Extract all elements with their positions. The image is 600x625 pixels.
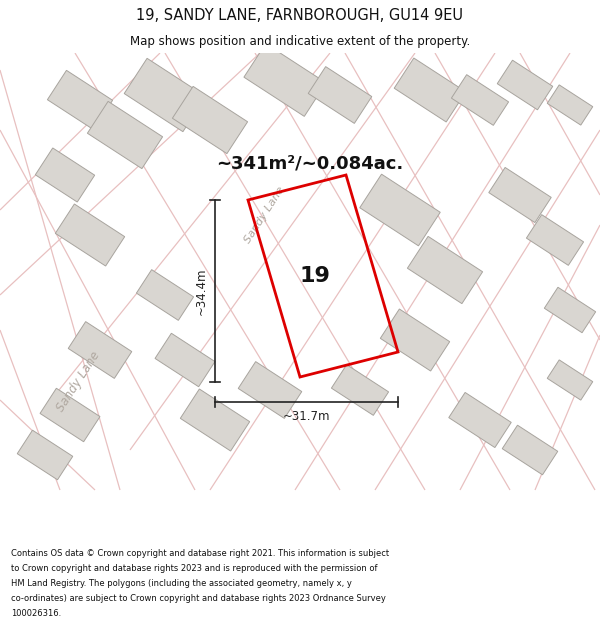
Polygon shape	[136, 269, 194, 321]
Text: Sandy Lane: Sandy Lane	[54, 349, 102, 414]
Polygon shape	[40, 388, 100, 442]
Polygon shape	[181, 389, 250, 451]
Text: Map shows position and indicative extent of the property.: Map shows position and indicative extent…	[130, 35, 470, 48]
Polygon shape	[308, 67, 372, 123]
Polygon shape	[35, 148, 95, 202]
Polygon shape	[544, 288, 596, 332]
Polygon shape	[394, 58, 466, 122]
Polygon shape	[47, 71, 113, 129]
Polygon shape	[155, 333, 215, 387]
Text: to Crown copyright and database rights 2023 and is reproduced with the permissio: to Crown copyright and database rights 2…	[11, 564, 377, 573]
Text: HM Land Registry. The polygons (including the associated geometry, namely x, y: HM Land Registry. The polygons (includin…	[11, 579, 352, 588]
Polygon shape	[449, 392, 511, 448]
Polygon shape	[526, 214, 584, 266]
Polygon shape	[547, 85, 593, 125]
Polygon shape	[497, 60, 553, 110]
Text: ~31.7m: ~31.7m	[283, 409, 330, 422]
Text: Contains OS data © Crown copyright and database right 2021. This information is : Contains OS data © Crown copyright and d…	[11, 549, 389, 558]
Polygon shape	[124, 58, 206, 132]
Polygon shape	[489, 168, 551, 222]
Polygon shape	[502, 425, 558, 475]
Text: ~34.4m: ~34.4m	[194, 268, 208, 315]
Polygon shape	[380, 309, 449, 371]
Polygon shape	[172, 86, 248, 154]
Text: ~341m²/~0.084ac.: ~341m²/~0.084ac.	[217, 154, 404, 172]
Polygon shape	[17, 430, 73, 480]
Polygon shape	[68, 322, 132, 378]
Polygon shape	[55, 204, 125, 266]
Polygon shape	[360, 174, 440, 246]
Text: co-ordinates) are subject to Crown copyright and database rights 2023 Ordnance S: co-ordinates) are subject to Crown copyr…	[11, 594, 386, 603]
Text: 19: 19	[299, 266, 331, 286]
Polygon shape	[238, 362, 302, 418]
Polygon shape	[244, 44, 326, 116]
Text: 100026316.: 100026316.	[11, 609, 61, 618]
Polygon shape	[547, 360, 593, 400]
Polygon shape	[331, 364, 389, 416]
Polygon shape	[451, 74, 509, 126]
Text: Sandy Lane: Sandy Lane	[243, 185, 287, 245]
Polygon shape	[407, 236, 482, 304]
Text: 19, SANDY LANE, FARNBOROUGH, GU14 9EU: 19, SANDY LANE, FARNBOROUGH, GU14 9EU	[137, 8, 464, 23]
Polygon shape	[88, 101, 163, 169]
